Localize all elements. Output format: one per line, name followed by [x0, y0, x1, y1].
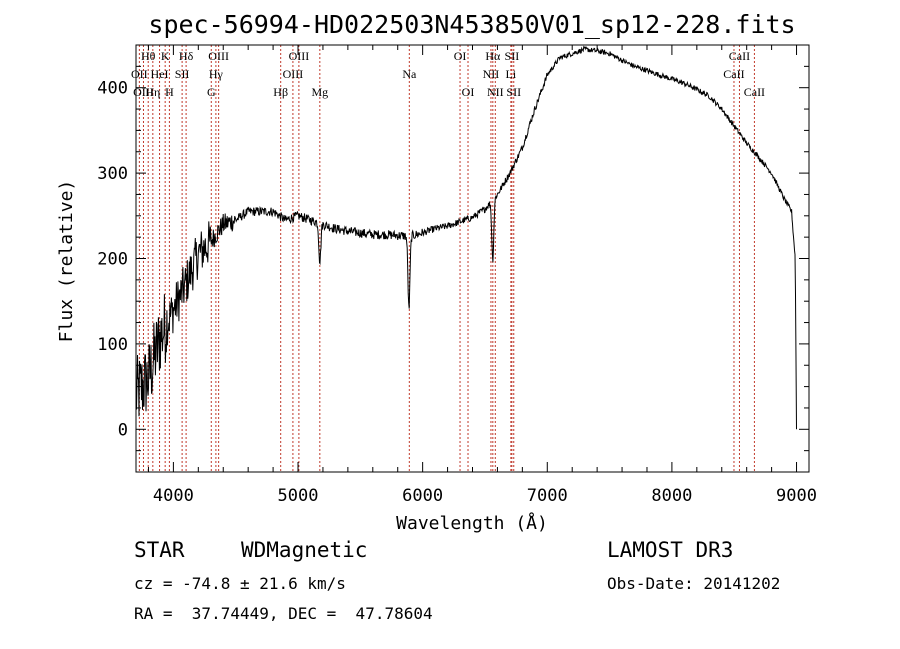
redshift-velocity: cz = -74.8 ± 21.6 km/s	[134, 574, 346, 593]
spectral-line-label: OIII	[283, 67, 304, 81]
object-class: STAR	[134, 538, 185, 562]
spectral-line-label: Hη	[145, 85, 160, 99]
spectral-line-label: Hγ	[209, 67, 224, 81]
spectral-line-label: OIII	[133, 85, 154, 99]
spectral-line-label: SII	[175, 67, 190, 81]
spectral-line-label: OIII	[208, 49, 229, 63]
spectral-line-label: OI	[462, 85, 475, 99]
y-tick-label: 100	[97, 335, 128, 355]
spectral-line-label: Hδ	[179, 49, 194, 63]
x-tick-label: 7000	[527, 486, 568, 506]
y-axis-label: Flux (relative)	[56, 180, 77, 343]
spectral-line-label: SII	[505, 49, 520, 63]
x-axis-label: Wavelength (Å)	[396, 512, 548, 534]
survey-name: LAMOST DR3	[607, 538, 734, 562]
spectral-line-label: NII	[487, 85, 504, 99]
chart-title: spec-56994-HD022503N453850V01_sp12-228.f…	[148, 10, 795, 39]
x-tick-label: 4000	[153, 486, 194, 506]
spectral-line-label: H	[165, 85, 174, 99]
spectral-line-labels: OIIOIIIHθHηHeIKHSIIHδGHγOIIIHβOIIIOIIIMg…	[131, 49, 765, 99]
object-subclass: WDMagnetic	[241, 538, 368, 562]
x-tick-label: 5000	[278, 486, 319, 506]
spectral-line-label: Mg	[311, 85, 328, 99]
x-tick-label: 6000	[402, 486, 443, 506]
y-axis-ticks: 0 100 200 300 400	[97, 44, 809, 473]
x-tick-label: 9000	[776, 486, 817, 506]
spectral-line-label: K	[161, 49, 170, 63]
spectral-line-label: G	[207, 85, 216, 99]
spectral-line-label: OI	[454, 49, 467, 63]
spectral-line-label: Hβ	[273, 85, 288, 99]
y-tick-label: 200	[97, 250, 128, 270]
spectral-line-label: HeI	[151, 67, 169, 81]
x-axis-ticks: 4000 5000 6000 7000 8000 9000	[147, 45, 817, 506]
spectral-line-label: NII	[483, 67, 500, 81]
spectrum-line	[135, 45, 797, 430]
spectral-line-label: CaII	[729, 49, 750, 63]
spectral-line-label: SII	[506, 85, 521, 99]
y-tick-label: 0	[118, 420, 128, 440]
spectral-line-label: CaII	[744, 85, 765, 99]
spectral-line-markers	[138, 45, 755, 472]
y-tick-label: 300	[97, 164, 128, 184]
y-tick-label: 400	[97, 79, 128, 99]
spectral-line-label: Li	[506, 67, 517, 81]
spectral-line-label: OII	[131, 67, 148, 81]
plot-frame	[135, 44, 810, 473]
spectral-line-label: OIII	[289, 49, 310, 63]
spectral-line-label: Hα	[485, 49, 501, 63]
sky-coordinates: RA = 37.74449, DEC = 47.78604	[134, 604, 433, 623]
spectrum-series	[135, 45, 797, 430]
spectral-line-label: Na	[402, 67, 417, 81]
spectral-line-label: CaII	[723, 67, 744, 81]
observation-date: Obs-Date: 20141202	[607, 574, 781, 593]
x-tick-label: 8000	[651, 486, 692, 506]
spectral-line-label: Hθ	[141, 49, 156, 63]
